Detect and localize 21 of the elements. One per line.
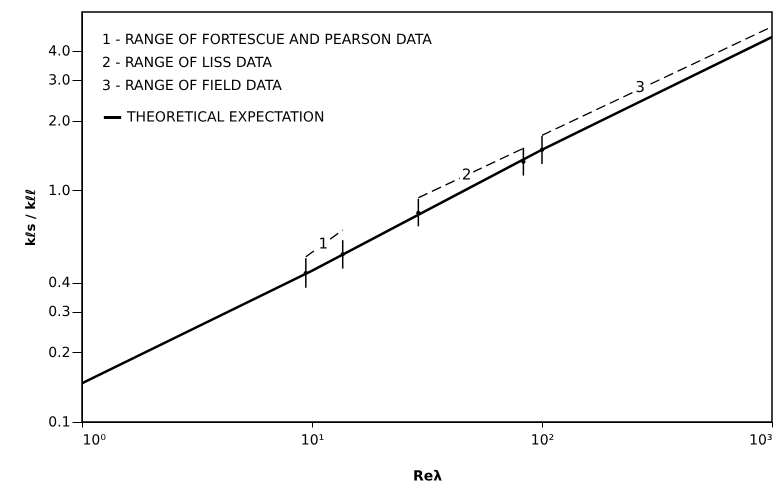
annotation: 3: [635, 78, 645, 96]
y-axis-title: kℓs / kℓℓ: [24, 188, 40, 246]
annotation: 2 - RANGE OF LISS DATA: [102, 55, 272, 71]
x-tick-label: 10¹: [300, 432, 324, 448]
annotation: 1 - RANGE OF FORTESCUE AND PEARSON DATA: [102, 32, 432, 48]
annotation: 3 - RANGE OF FIELD DATA: [102, 78, 282, 94]
y-tick-label: 4.0: [48, 44, 70, 60]
y-tick-label: 0.2: [48, 344, 70, 361]
annotation: 1: [318, 234, 328, 253]
x-axis-title: Reλ: [412, 468, 442, 484]
y-tick-label: 0.1: [48, 414, 70, 430]
annotation: 2: [462, 166, 472, 184]
y-tick-label: 3.0: [48, 72, 70, 89]
y-tick-label: 0.3: [48, 304, 70, 320]
legend-label: THEORETICAL EXPECTATION: [126, 110, 324, 126]
y-tick-label: 1.0: [48, 182, 70, 199]
y-tick-label: 2.0: [48, 113, 70, 130]
x-tick-label: 10³: [749, 432, 772, 448]
x-tick-label: 10⁰: [82, 432, 106, 448]
y-tick-label: 0.4: [48, 275, 71, 292]
x-tick-label: 10²: [530, 432, 554, 448]
